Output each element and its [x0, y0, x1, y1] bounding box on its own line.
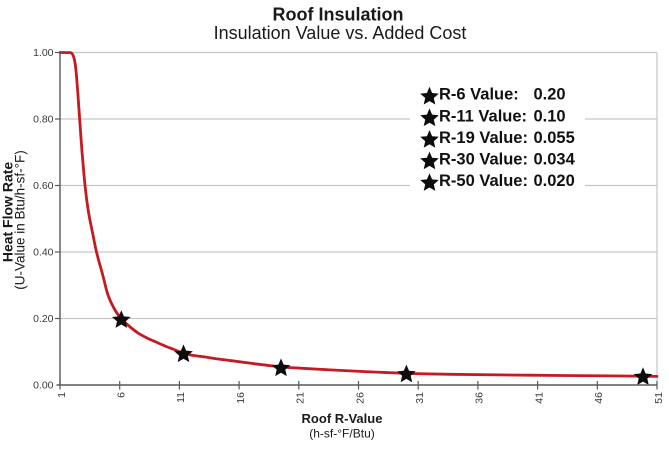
svg-text:0.40: 0.40	[33, 247, 54, 259]
svg-text:46: 46	[593, 392, 605, 404]
svg-text:0.020: 0.020	[534, 172, 575, 190]
svg-text:R-30 Value:: R-30 Value:	[439, 151, 528, 169]
svg-text:21: 21	[295, 392, 307, 404]
svg-text:16: 16	[235, 392, 247, 404]
svg-text:6: 6	[116, 392, 128, 398]
svg-text:Insulation Value vs. Added Cos: Insulation Value vs. Added Cost	[214, 23, 467, 43]
svg-text:0.20: 0.20	[33, 313, 54, 325]
svg-text:11: 11	[175, 392, 187, 403]
svg-text:R-6 Value:: R-6 Value:	[439, 86, 519, 104]
svg-text:0.034: 0.034	[534, 151, 576, 169]
svg-text:(h-sf-°F/Btu): (h-sf-°F/Btu)	[309, 427, 374, 441]
svg-text:0.80: 0.80	[33, 114, 54, 126]
svg-text:36: 36	[474, 392, 486, 404]
svg-text:51: 51	[653, 392, 665, 404]
svg-text:0.60: 0.60	[33, 180, 54, 192]
svg-text:R-50 Value:: R-50 Value:	[439, 172, 528, 190]
svg-text:Heat Flow Rate: Heat Flow Rate	[0, 162, 16, 263]
svg-text:Roof R-Value: Roof R-Value	[302, 411, 383, 426]
svg-text:0.00: 0.00	[33, 380, 54, 392]
svg-text:Roof Insulation: Roof Insulation	[273, 5, 404, 25]
svg-text:0.20: 0.20	[534, 86, 566, 104]
svg-text:(U-Value in Btu/h-sf-°F): (U-Value in Btu/h-sf-°F)	[13, 150, 28, 289]
svg-text:0.10: 0.10	[534, 107, 566, 125]
svg-text:0.055: 0.055	[534, 129, 575, 147]
svg-text:31: 31	[414, 392, 426, 404]
svg-text:26: 26	[354, 392, 366, 404]
svg-text:1: 1	[56, 392, 68, 398]
svg-text:1.00: 1.00	[33, 47, 54, 59]
svg-text:R-11 Value:: R-11 Value:	[439, 107, 527, 125]
svg-text:R-19 Value:: R-19 Value:	[439, 129, 528, 147]
svg-text:41: 41	[533, 392, 545, 404]
